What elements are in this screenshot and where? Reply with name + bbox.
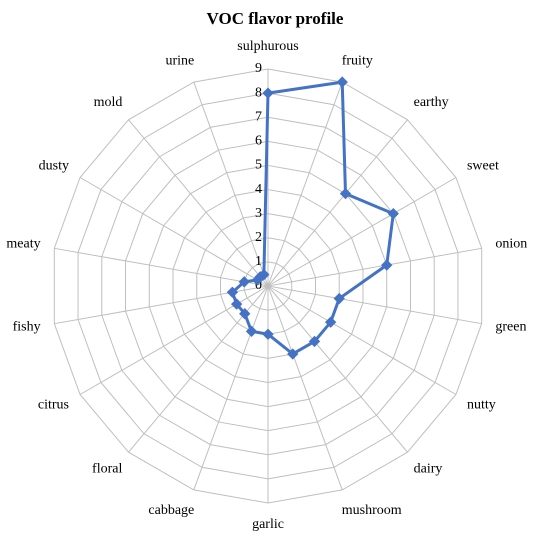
axis-spoke <box>267 81 343 287</box>
r-tick-label: 1 <box>255 254 262 269</box>
axis-spoke <box>267 285 343 491</box>
data-point <box>287 348 299 360</box>
r-tick-label: 6 <box>255 134 262 149</box>
category-label: mushroom <box>342 503 402 518</box>
data-point <box>308 335 321 348</box>
category-label: citrus <box>38 398 69 413</box>
data-point <box>258 269 270 281</box>
axis-spoke <box>267 247 482 287</box>
r-tick-label: 2 <box>255 230 262 245</box>
axis-spoke <box>193 81 269 287</box>
data-point <box>336 76 348 88</box>
axis-spoke <box>267 285 408 453</box>
data-point <box>339 187 352 200</box>
data-point <box>245 325 258 337</box>
axis-spoke <box>79 177 269 287</box>
category-label: cabbage <box>148 503 194 518</box>
r-tick-label: 8 <box>255 85 262 100</box>
data-point <box>239 308 251 320</box>
data-point <box>231 298 243 310</box>
r-tick-label: 9 <box>255 61 262 76</box>
category-label: green <box>495 320 526 335</box>
data-point <box>262 328 274 340</box>
r-tick-label: 7 <box>255 109 262 124</box>
category-label: fruity <box>342 54 373 69</box>
axis-spoke <box>193 285 269 491</box>
axis-spoke <box>267 119 408 287</box>
data-point <box>333 292 345 305</box>
axis-spoke <box>54 247 269 287</box>
category-label: onion <box>495 237 527 252</box>
r-tick-label: 3 <box>255 206 262 221</box>
category-label: earthy <box>414 95 449 110</box>
data-point <box>238 276 250 288</box>
data-point <box>387 208 399 220</box>
category-label: sulphurous <box>237 39 298 54</box>
category-label: dairy <box>414 461 443 476</box>
category-label: meaty <box>6 237 40 252</box>
r-tick-label: 4 <box>255 182 262 197</box>
axis-spoke <box>128 119 269 287</box>
axis-spoke <box>267 285 482 325</box>
r-tick-label: 0 <box>255 278 262 293</box>
category-label: garlic <box>252 517 284 532</box>
category-label: floral <box>92 461 122 476</box>
category-label: nutty <box>467 398 496 413</box>
chart-title: VOC flavor profile <box>207 9 344 28</box>
category-label: dusty <box>39 159 69 174</box>
axis-spoke <box>267 285 457 395</box>
data-point <box>262 87 274 99</box>
category-label: sweet <box>467 159 499 174</box>
data-point <box>324 316 337 328</box>
r-tick-label: 5 <box>255 158 262 173</box>
axis-spoke <box>267 177 457 287</box>
data-point <box>381 259 393 271</box>
data-point <box>226 286 239 298</box>
category-label: mold <box>94 95 123 110</box>
category-label: fishy <box>13 320 41 335</box>
category-label: urine <box>165 54 194 69</box>
